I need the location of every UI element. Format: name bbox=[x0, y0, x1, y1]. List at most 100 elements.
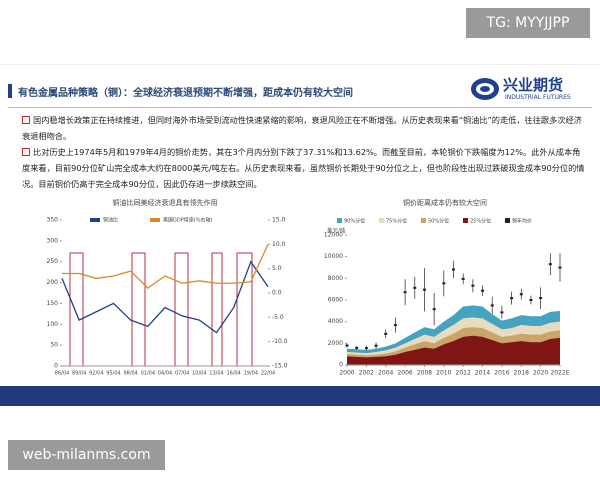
point bbox=[403, 291, 407, 294]
x-tick-label: 2004 bbox=[378, 370, 393, 377]
y-tick-label: 300 bbox=[47, 237, 59, 244]
y-tick-label: 4000 bbox=[328, 318, 343, 325]
point bbox=[413, 286, 417, 289]
legend-swatch bbox=[379, 218, 384, 223]
x-tick-label: 2014 bbox=[475, 370, 490, 377]
x-tick-label: 16/04 bbox=[226, 371, 240, 377]
logo-subtext: INDUSTRIAL FUTURES bbox=[505, 94, 571, 101]
point bbox=[355, 346, 359, 349]
y2-tick-label: 0.0 bbox=[272, 290, 282, 297]
point bbox=[442, 282, 446, 285]
logo-icon bbox=[471, 78, 499, 100]
y-tick-label: 100 bbox=[47, 321, 59, 328]
point bbox=[452, 268, 455, 271]
x-tick-label: 04/04 bbox=[158, 371, 172, 377]
point bbox=[422, 288, 426, 291]
line bbox=[62, 244, 269, 289]
slide-title: 有色金属品种策略（铜）：全球经济衰退预期不断增强，距成本仍有较大空间 bbox=[18, 88, 353, 99]
chart: 铜油比同美经济衰退具有领先作用 0 50 100 150 200 250 300 350 -15.… bbox=[47, 198, 288, 377]
x-tick-label: 2022E bbox=[550, 370, 569, 377]
bullet: 比对历史上1974年5月和1979年4月的铜价走势，其在3个月内分别下跌了37.… bbox=[22, 144, 587, 192]
point bbox=[374, 344, 378, 347]
y-tick-label: 200 bbox=[47, 279, 59, 286]
title-marker bbox=[8, 84, 12, 98]
watermark: TG: MYYJJPP bbox=[466, 8, 590, 38]
x-tick-label: 10/04 bbox=[192, 371, 206, 377]
y-axis-label: 美元/吨 bbox=[327, 227, 346, 235]
footer-bar bbox=[0, 386, 600, 406]
point bbox=[510, 297, 514, 300]
point bbox=[539, 297, 543, 300]
x-tick-label: 2002 bbox=[359, 370, 374, 377]
legend-label: 美国GDP增速(%右轴) bbox=[163, 217, 212, 224]
x-tick-label: 2008 bbox=[417, 370, 432, 377]
point bbox=[432, 308, 436, 311]
y-tick-label: 150 bbox=[47, 300, 59, 307]
point bbox=[471, 284, 475, 287]
point bbox=[481, 289, 485, 292]
y2-tick-label: 5.0 bbox=[272, 265, 282, 272]
x-tick-label: 2012 bbox=[456, 370, 471, 377]
chart-title: 铜油比同美经济衰退具有领先作用 bbox=[113, 198, 218, 207]
point bbox=[490, 304, 494, 307]
y-tick-label: 350 bbox=[47, 217, 59, 224]
point bbox=[393, 324, 397, 327]
divider bbox=[8, 107, 592, 108]
bullet: 国内稳增长政策正在持续推进，但同时海外市场受到流动性快速紧缩的影响，衰退风险正在… bbox=[22, 112, 587, 144]
line bbox=[61, 260, 269, 334]
point bbox=[548, 263, 552, 266]
x-tick-label: 19/04 bbox=[244, 371, 258, 377]
legend-label: 铜油比 bbox=[103, 217, 118, 224]
y2-tick-label: -10.0 bbox=[272, 338, 288, 345]
y-tick-label: 2000 bbox=[328, 340, 343, 347]
chart: 铜价距离成本仍有较大空间美元/吨020004000600080001000012… bbox=[324, 198, 570, 377]
x-tick-label: 2016 bbox=[494, 370, 509, 377]
y-tick-label: 6000 bbox=[328, 297, 343, 304]
legend-label: 90%分位 bbox=[344, 218, 365, 225]
x-tick-label: 95/04 bbox=[106, 371, 120, 377]
y2-tick-label: -5.0 bbox=[272, 314, 284, 321]
logo-text: 兴业期货 bbox=[503, 76, 564, 94]
x-tick-label: 22/04 bbox=[261, 371, 275, 377]
x-tick-label: 13/04 bbox=[209, 371, 223, 377]
legend-swatch bbox=[337, 218, 342, 223]
watermark: web-milanms.com bbox=[8, 440, 165, 470]
y-tick-label: 50 bbox=[50, 342, 58, 349]
point bbox=[558, 266, 562, 269]
x-tick-label: 98/04 bbox=[123, 371, 137, 377]
legend-swatch bbox=[421, 218, 426, 223]
y-tick-label: 250 bbox=[47, 258, 59, 265]
point bbox=[529, 299, 533, 301]
legend-label: 25%分位 bbox=[470, 218, 491, 225]
legend-label: 75%分位 bbox=[386, 218, 407, 225]
bullet-text: 国内稳增长政策正在持续推进，但同时海外市场受到流动性快速紧缩的影响，衰退风险正在… bbox=[22, 115, 582, 141]
x-tick-label: 2006 bbox=[397, 370, 412, 377]
x-tick-label: 07/04 bbox=[175, 371, 189, 377]
point bbox=[500, 311, 504, 314]
x-tick-label: 89/04 bbox=[72, 371, 86, 377]
legend-swatch bbox=[150, 218, 160, 222]
legend-swatch bbox=[505, 218, 510, 223]
x-tick-label: 86/04 bbox=[55, 371, 69, 377]
legend-label: 铜年均价 bbox=[512, 218, 532, 225]
y-tick-label: 0 bbox=[54, 363, 58, 370]
x-tick-label: 2020 bbox=[533, 370, 548, 377]
point bbox=[345, 344, 349, 347]
x-tick-label: 2010 bbox=[436, 370, 451, 377]
bullet-text: 比对历史上1974年5月和1979年4月的铜价走势，其在3个月内分别下跌了37.… bbox=[22, 147, 585, 189]
legend-swatch bbox=[463, 218, 468, 223]
y-tick-label: 10000 bbox=[324, 253, 343, 260]
point bbox=[519, 293, 523, 296]
y2-tick-label: 10.0 bbox=[272, 241, 286, 248]
y-tick-label: 12000 bbox=[324, 232, 343, 239]
point bbox=[461, 277, 465, 280]
x-tick-label: 01/04 bbox=[141, 371, 155, 377]
legend-swatch bbox=[90, 218, 100, 222]
y-tick-label: 8000 bbox=[328, 275, 343, 282]
y2-tick-label: -15.0 bbox=[272, 363, 288, 370]
y2-tick-label: 15.0 bbox=[272, 217, 286, 224]
legend-label: 50%分位 bbox=[428, 218, 449, 225]
point bbox=[384, 332, 388, 335]
point bbox=[364, 347, 368, 350]
